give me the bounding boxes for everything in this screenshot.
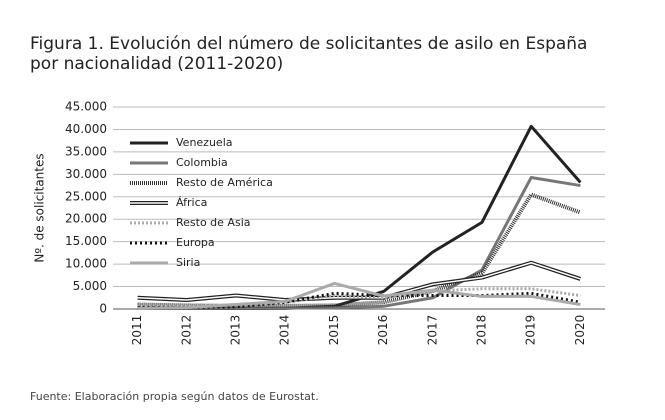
x-tick-label: 2015 bbox=[327, 315, 341, 346]
x-tick-label: 2013 bbox=[229, 315, 243, 346]
x-tick-label: 2016 bbox=[376, 315, 390, 346]
y-tick-label: 35.000 bbox=[65, 144, 107, 158]
y-tick-label: 10.000 bbox=[65, 257, 107, 271]
x-tick-label: 2020 bbox=[573, 315, 587, 346]
y-tick-label: 25.000 bbox=[65, 189, 107, 203]
y-tick-label: 20.000 bbox=[65, 212, 107, 226]
x-tick-label: 2014 bbox=[278, 315, 292, 346]
y-tick-label: 40.000 bbox=[65, 122, 107, 136]
chart-title: Figura 1. Evolución del número de solici… bbox=[30, 34, 588, 74]
y-tick-label: 30.000 bbox=[65, 167, 107, 181]
x-tick-label: 2017 bbox=[425, 315, 439, 346]
y-tick-label: 0 bbox=[99, 302, 107, 316]
y-tick-label: 5.000 bbox=[73, 279, 107, 293]
x-tick-label: 2018 bbox=[475, 315, 489, 346]
legend-label: África bbox=[176, 196, 207, 209]
series-line bbox=[137, 291, 581, 310]
legend-label: Resto de América bbox=[176, 176, 273, 189]
source-note: Fuente: Elaboración propia según datos d… bbox=[30, 390, 319, 403]
legend-label: Colombia bbox=[176, 156, 228, 169]
legend-label: Siria bbox=[176, 256, 200, 269]
legend-label: Resto de Asia bbox=[176, 216, 251, 229]
y-tick-label: 45.000 bbox=[65, 100, 107, 114]
series-line bbox=[137, 175, 581, 310]
x-tick-label: 2019 bbox=[524, 315, 538, 346]
x-tick-label: 2012 bbox=[179, 315, 193, 346]
series-line-inner bbox=[137, 262, 581, 301]
x-tick-label: 2011 bbox=[130, 315, 144, 346]
series-line bbox=[137, 281, 581, 311]
legend-label: Venezuela bbox=[176, 136, 233, 149]
legend-label: Europa bbox=[176, 236, 215, 249]
y-axis-label: Nº. de solicitantes bbox=[33, 153, 47, 262]
y-tick-label: 15.000 bbox=[65, 234, 107, 248]
